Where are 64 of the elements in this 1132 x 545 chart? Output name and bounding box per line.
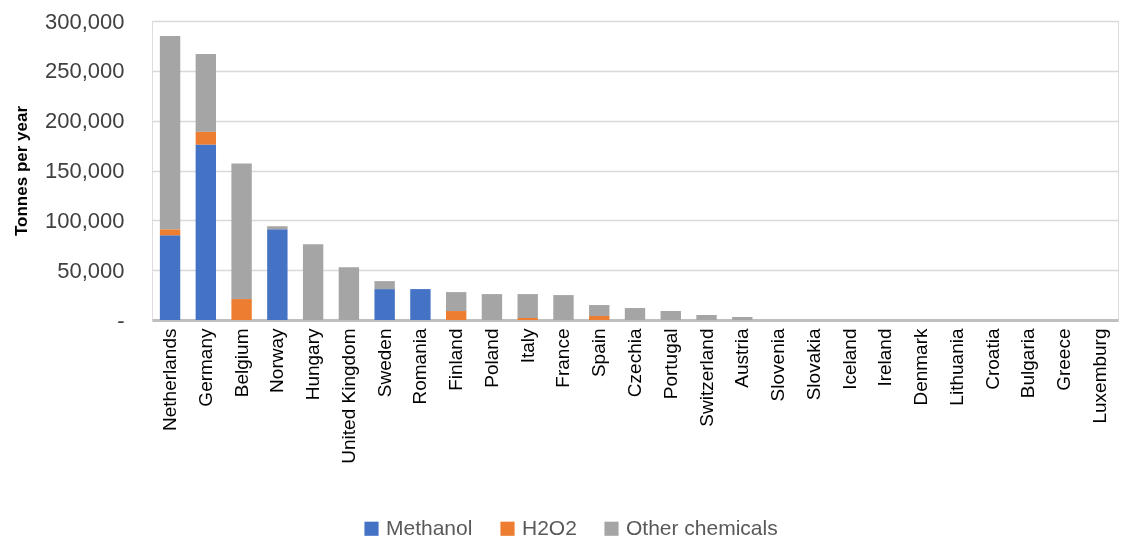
x-tick-label: Lithuania [945, 328, 967, 406]
bar [410, 289, 431, 320]
bar [231, 299, 252, 320]
x-tick-label: Denmark [910, 328, 932, 406]
bar [481, 294, 503, 320]
x-tick-label: United Kingdom [337, 328, 359, 464]
bar [445, 292, 467, 312]
x-tick-label: Austria [731, 328, 753, 388]
x-tick-label: Czechia [624, 328, 645, 398]
x-tick-label: Slovenia [767, 328, 789, 402]
bar [231, 163, 252, 300]
x-tick-label: Switzerland [695, 328, 717, 427]
bar [732, 317, 753, 320]
x-tick-label: Ireland [874, 328, 896, 387]
bar [267, 226, 288, 230]
y-tick-label: 100,000 [44, 207, 125, 233]
x-tick-label: Croatia [981, 328, 1003, 390]
x-tick-label: Portugal [659, 328, 681, 400]
y-tick-label: 300,000 [44, 8, 125, 34]
bar [195, 144, 217, 320]
bar [374, 281, 395, 290]
bar [195, 53, 217, 132]
legend-label: H2O2 [522, 515, 577, 539]
y-tick-label: 250,000 [44, 58, 125, 84]
bar [660, 311, 681, 320]
x-tick-label: Belgium [230, 328, 252, 398]
y-tick-label: 150,000 [44, 158, 125, 183]
x-tick-label: Greece [1053, 328, 1075, 391]
bar [374, 289, 395, 320]
bar [159, 35, 181, 230]
x-tick-label: France [552, 328, 574, 388]
bar [445, 311, 467, 320]
x-tick-label: Iceland [838, 328, 860, 390]
bar [195, 131, 217, 145]
y-axis-title: Tonnes per year [11, 105, 31, 237]
x-tick-label: Netherlands [159, 328, 181, 431]
bar [624, 308, 646, 320]
legend-label: Methanol [386, 515, 473, 539]
bar [696, 315, 717, 320]
x-tick-label: Poland [480, 328, 502, 388]
bar [589, 316, 610, 320]
bar [159, 235, 181, 320]
x-tick-label: Italy [516, 328, 538, 364]
bar [517, 294, 538, 319]
x-tick-label: Norway [266, 328, 288, 393]
x-tick-label: Hungary [302, 328, 324, 401]
bar [589, 305, 610, 317]
y-tick-label: 200,000 [44, 108, 125, 134]
y-tick-label: - [117, 307, 125, 333]
y-tick-label: 50,000 [57, 257, 125, 283]
bar [302, 244, 324, 320]
x-tick-label: Bulgaria [1017, 328, 1039, 399]
legend-label: Other chemicals [626, 515, 778, 539]
x-tick-label: Sweden [373, 328, 395, 398]
x-tick-label: Slovakia [802, 328, 824, 401]
x-tick-label: Germany [194, 328, 216, 407]
bar [267, 229, 288, 320]
x-tick-label: Romania [409, 328, 431, 405]
x-tick-label: Luxemburg [1088, 328, 1110, 424]
bar [159, 229, 181, 236]
x-tick-label: Finland [445, 328, 467, 391]
x-tick-label: Spain [588, 328, 610, 378]
bar [338, 267, 360, 320]
bar [553, 295, 574, 320]
